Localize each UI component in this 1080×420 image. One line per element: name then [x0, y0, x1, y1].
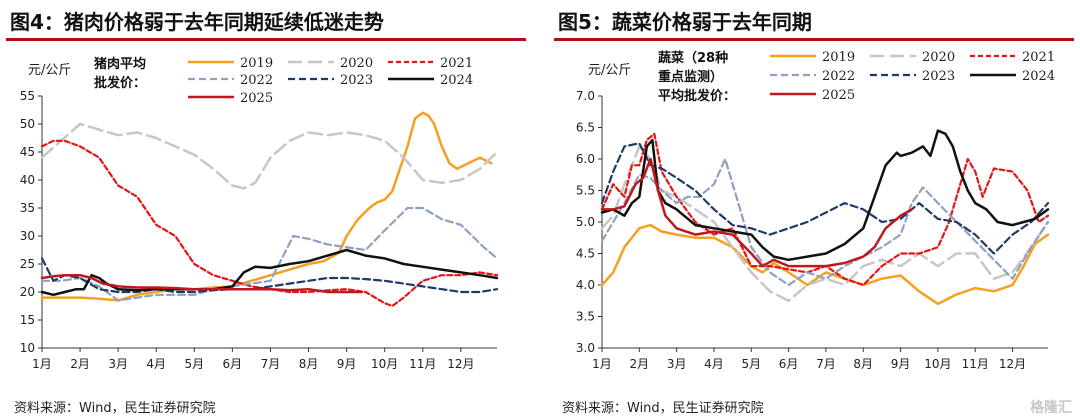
y-tick-label: 15: [20, 313, 35, 327]
legend-label-2022: 2022: [822, 69, 855, 84]
y-tick-label: 6.0: [576, 152, 595, 166]
x-tick-label: 12月: [447, 357, 474, 371]
series-note-label: 猪肉平均: [93, 56, 146, 72]
legend-label-2022: 2022: [240, 73, 273, 88]
watermark-text: 格隆汇: [1030, 400, 1072, 416]
legend-label-2024: 2024: [1022, 69, 1055, 84]
chart-title: 图4：猪肉价格弱于去年同期延续低迷走势: [10, 10, 384, 34]
series-note-label: 批发价：: [94, 75, 146, 91]
x-tick-label: 9月: [891, 357, 911, 371]
pork-price-panel: 图4：猪肉价格弱于去年同期延续低迷走势 10 15 20 25 30 35 40 45 50 55…: [0, 0, 532, 420]
series-line-2023: [600, 142, 1050, 255]
x-tick-label: 6月: [779, 357, 799, 371]
series-line-2024: [600, 129, 1050, 262]
x-tick-label: 3月: [108, 357, 128, 371]
y-tick-label: 4.0: [576, 278, 595, 292]
watermark-logo: 格隆汇: [1030, 397, 1072, 417]
x-tick-label: 7月: [261, 357, 281, 371]
x-tick-label: 5月: [184, 357, 204, 371]
x-tick-label: 11月: [962, 357, 989, 371]
y-tick-label: 7.0: [576, 89, 595, 103]
legend-label-2024: 2024: [440, 73, 473, 88]
series-note-label: 平均批发价：: [658, 88, 736, 104]
x-tick-label: 4月: [704, 357, 724, 371]
legend-label-2020: 2020: [340, 56, 373, 71]
y-tick-label: 55: [20, 89, 35, 103]
series-line-2020: [600, 145, 1050, 303]
legend-label-2025: 2025: [240, 91, 273, 106]
x-tick-label: 5月: [741, 357, 761, 371]
source-note: 资料来源：Wind，民生证券研究院: [14, 401, 216, 416]
y-tick-label: 40: [20, 173, 35, 187]
legend-label-2019: 2019: [822, 50, 855, 65]
x-tick-label: 3月: [667, 357, 687, 371]
x-tick-label: 4月: [146, 357, 166, 371]
y-tick-label: 3.5: [576, 310, 595, 324]
legend-label-2019: 2019: [240, 56, 273, 71]
legend-label-2023: 2023: [340, 73, 373, 88]
title-rule: [554, 38, 1074, 41]
y-tick-label: 25: [20, 257, 35, 271]
x-tick-label: 7月: [816, 357, 836, 371]
x-tick-label: 6月: [223, 357, 243, 371]
y-tick-label: 10: [20, 341, 35, 355]
y-tick-label: 45: [20, 145, 35, 159]
vegetable-price-panel: 图5：蔬菜价格弱于去年同期 3.0 3.5 4.0 4.5 5.0 5.5 6.0 6.5 7.…: [548, 0, 1080, 420]
series-line-2020: [40, 122, 499, 190]
y-tick-label: 50: [20, 117, 35, 131]
y-tick-label: 4.5: [576, 247, 595, 261]
title-rule: [6, 38, 526, 41]
legend-label-2023: 2023: [922, 69, 955, 84]
y-axis-unit-label: 元/公斤: [28, 63, 71, 78]
series-note-label: 重点监测）: [658, 69, 723, 85]
legend-label-2020: 2020: [922, 50, 955, 65]
chart-title: 图5：蔬菜价格弱于去年同期: [558, 10, 812, 34]
x-tick-label: 9月: [337, 357, 357, 371]
x-tick-label: 10月: [924, 357, 951, 371]
series-line-2019: [40, 111, 493, 302]
series-line-2023: [40, 257, 499, 294]
series-line-2025: [40, 273, 364, 294]
legend-label-2025: 2025: [822, 88, 855, 103]
x-tick-label: 2月: [70, 357, 90, 371]
series-note-label: 蔬菜（28种: [658, 50, 728, 66]
series-line-2025: [600, 157, 914, 268]
y-tick-label: 3.0: [576, 341, 595, 355]
y-tick-label: 30: [20, 229, 35, 243]
x-tick-label: 2月: [630, 357, 650, 371]
x-tick-label: 12月: [999, 357, 1026, 371]
y-tick-label: 5.0: [576, 215, 595, 229]
source-note: 资料来源：Wind，民生证券研究院: [562, 401, 764, 416]
series-line-2022: [40, 206, 499, 302]
series-line-2019: [600, 223, 1050, 306]
y-tick-label: 5.5: [576, 184, 595, 198]
legend-label-2021: 2021: [1022, 50, 1055, 65]
y-axis-unit-label: 元/公斤: [588, 63, 631, 78]
y-tick-label: 6.5: [576, 121, 595, 135]
y-tick-label: 20: [20, 285, 35, 299]
x-tick-label: 1月: [592, 357, 612, 371]
x-tick-label: 1月: [32, 357, 52, 371]
x-tick-label: 8月: [299, 357, 319, 371]
x-tick-label: 11月: [409, 357, 436, 371]
vegetable-price-chart: 3.0 3.5 4.0 4.5 5.0 5.5 6.0 6.5 7.0 1月 2月 3月 4月 5月 6月 7…: [576, 50, 1055, 371]
x-tick-label: 8月: [853, 357, 873, 371]
y-tick-label: 35: [20, 201, 35, 215]
legend-label-2021: 2021: [440, 56, 473, 71]
x-tick-label: 10月: [371, 357, 398, 371]
